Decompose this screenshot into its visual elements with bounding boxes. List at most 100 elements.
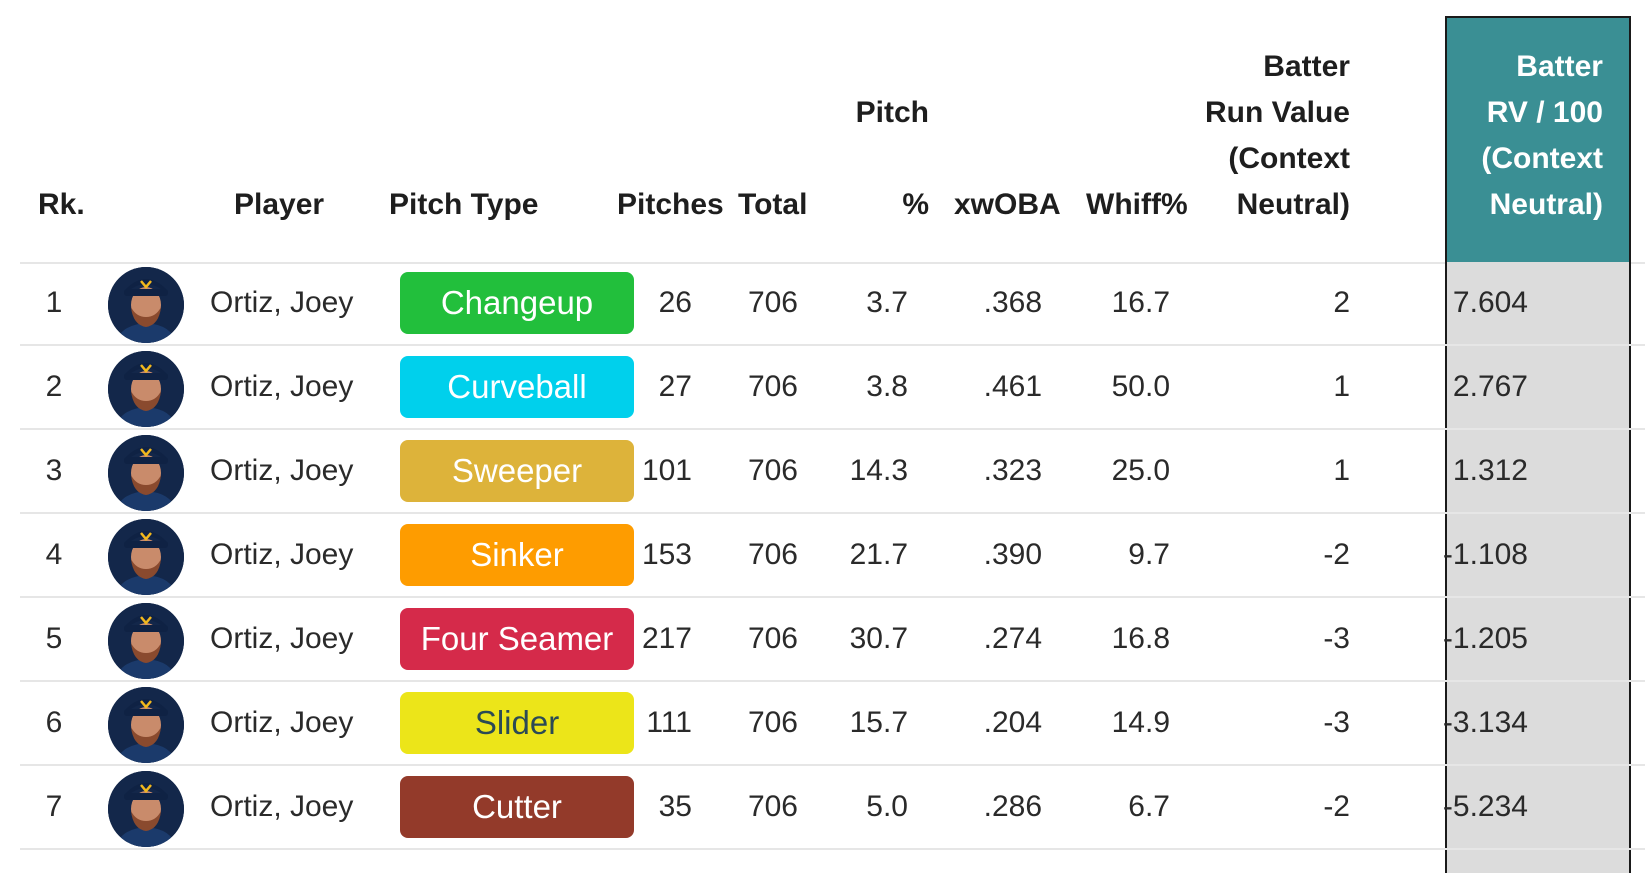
col-header-pitch-pct-line1: Pitch — [855, 96, 929, 129]
table-row-6[interactable]: 6 Ortiz, Joey Slider 111 706 15.7 .204 1… — [20, 682, 1645, 766]
cell-run-value: -3 — [1323, 706, 1350, 739]
cell-run-value: -2 — [1323, 538, 1350, 571]
cell-rank: 3 — [45, 454, 63, 487]
cell-run-value: -3 — [1323, 622, 1350, 655]
cell-xwoba: .390 — [983, 538, 1042, 571]
cell-rv100: 2.767 — [1452, 370, 1528, 403]
cell-pitch-pct: 14.3 — [849, 454, 908, 487]
cell-pitches: 35 — [658, 790, 692, 823]
cell-rv100: -1.205 — [1442, 622, 1528, 655]
cell-total: 706 — [747, 706, 798, 739]
cell-whiff: 16.7 — [1111, 286, 1170, 319]
table-body: 1 Ortiz, Joey Changeup 26 706 3.7 .368 1… — [20, 262, 1645, 850]
cell-xwoba: .368 — [983, 286, 1042, 319]
cell-whiff: 6.7 — [1128, 790, 1170, 823]
cell-pitches: 111 — [646, 706, 692, 739]
cell-pitch-pct: 15.7 — [849, 706, 908, 739]
col-header-rv100[interactable]: Batter RV / 100 (Context Neutral) — [1445, 16, 1631, 262]
col-header-pitch-pct-line2: % — [902, 188, 929, 221]
pitch-type-badge[interactable]: Four Seamer — [400, 608, 634, 670]
cell-whiff: 14.9 — [1111, 706, 1170, 739]
cell-whiff: 16.8 — [1111, 622, 1170, 655]
player-headshot-icon — [108, 771, 184, 847]
cell-xwoba: .274 — [983, 622, 1042, 655]
highlighted-column-rv100 — [1445, 262, 1631, 873]
pitch-type-badge[interactable]: Changeup — [400, 272, 634, 334]
cell-xwoba: .323 — [983, 454, 1042, 487]
cell-pitches: 101 — [641, 454, 692, 487]
cell-run-value: 2 — [1333, 286, 1350, 319]
table-header-row: Rk. Player Pitch Type Pitches Total Pitc… — [20, 0, 1645, 264]
cell-run-value: -2 — [1323, 790, 1350, 823]
cell-xwoba: .461 — [983, 370, 1042, 403]
cell-pitches: 153 — [641, 538, 692, 571]
cell-rank: 7 — [45, 790, 63, 823]
pitch-type-badge[interactable]: Cutter — [400, 776, 634, 838]
cell-rv100: 7.604 — [1452, 286, 1528, 319]
cell-whiff: 50.0 — [1111, 370, 1170, 403]
col-header-whiff[interactable]: Whiff% — [1086, 188, 1188, 221]
col-header-pitch-pct-spacer — [856, 136, 929, 182]
cell-player[interactable]: Ortiz, Joey — [210, 622, 354, 655]
cell-player[interactable]: Ortiz, Joey — [210, 538, 354, 571]
cell-rank: 4 — [45, 538, 63, 571]
cell-pitch-pct: 5.0 — [866, 790, 908, 823]
cell-pitches: 217 — [641, 622, 692, 655]
cell-player[interactable]: Ortiz, Joey — [210, 454, 354, 487]
player-headshot-icon — [108, 435, 184, 511]
cell-whiff: 9.7 — [1128, 538, 1170, 571]
player-headshot-icon — [108, 687, 184, 763]
cell-pitch-pct: 21.7 — [849, 538, 908, 571]
cell-total: 706 — [747, 454, 798, 487]
col-header-rv100-line1: Batter — [1516, 50, 1603, 83]
cell-xwoba: .204 — [983, 706, 1042, 739]
col-header-rv100-line3: (Context — [1481, 142, 1603, 175]
col-header-rv100-line2: RV / 100 — [1486, 96, 1603, 129]
col-header-pitch-pct[interactable]: Pitch % — [856, 90, 929, 228]
col-header-run-value-line3: (Context — [1228, 142, 1350, 175]
table-row-2[interactable]: 2 Ortiz, Joey Curveball 27 706 3.8 .461 … — [20, 346, 1645, 430]
player-headshot-icon — [108, 519, 184, 595]
player-headshot-icon — [108, 603, 184, 679]
player-headshot-icon — [108, 267, 184, 343]
cell-rank: 5 — [45, 622, 63, 655]
table-row-5[interactable]: 5 Ortiz, Joey Four Seamer 217 706 30.7 .… — [20, 598, 1645, 682]
cell-rv100: -5.234 — [1442, 790, 1528, 823]
cell-total: 706 — [747, 538, 798, 571]
cell-rv100: 1.312 — [1452, 454, 1528, 487]
cell-rank: 6 — [45, 706, 63, 739]
col-header-xwoba[interactable]: xwOBA — [954, 188, 1061, 221]
cell-rank: 2 — [45, 370, 63, 403]
table-row-7[interactable]: 7 Ortiz, Joey Cutter 35 706 5.0 .286 6.7… — [20, 766, 1645, 850]
cell-pitch-pct: 3.8 — [866, 370, 908, 403]
col-header-run-value-line4: Neutral) — [1236, 188, 1350, 221]
col-header-pitch-type[interactable]: Pitch Type — [389, 188, 539, 221]
pitch-type-badge[interactable]: Slider — [400, 692, 634, 754]
cell-run-value: 1 — [1333, 370, 1350, 403]
cell-rv100: -3.134 — [1442, 706, 1528, 739]
pitch-type-badge[interactable]: Sweeper — [400, 440, 634, 502]
cell-total: 706 — [747, 622, 798, 655]
table-row-4[interactable]: 4 Ortiz, Joey Sinker 153 706 21.7 .390 9… — [20, 514, 1645, 598]
table-row-1[interactable]: 1 Ortiz, Joey Changeup 26 706 3.7 .368 1… — [20, 262, 1645, 346]
cell-player[interactable]: Ortiz, Joey — [210, 370, 354, 403]
pitch-type-badge[interactable]: Sinker — [400, 524, 634, 586]
col-header-player[interactable]: Player — [234, 188, 325, 221]
cell-total: 706 — [747, 790, 798, 823]
pitch-type-badge[interactable]: Curveball — [400, 356, 634, 418]
cell-rv100: -1.108 — [1442, 538, 1528, 571]
col-header-run-value-line2: Run Value — [1204, 96, 1350, 129]
cell-player[interactable]: Ortiz, Joey — [210, 790, 354, 823]
col-header-run-value[interactable]: Batter Run Value (Context Neutral) — [1205, 44, 1350, 228]
col-header-rank[interactable]: Rk. — [38, 188, 85, 221]
col-header-total[interactable]: Total — [738, 188, 808, 221]
cell-player[interactable]: Ortiz, Joey — [210, 286, 354, 319]
cell-whiff: 25.0 — [1111, 454, 1170, 487]
table-row-3[interactable]: 3 Ortiz, Joey Sweeper 101 706 14.3 .323 … — [20, 430, 1645, 514]
col-header-pitches[interactable]: Pitches — [617, 188, 724, 221]
cell-pitches: 26 — [658, 286, 692, 319]
cell-pitches: 27 — [658, 370, 692, 403]
cell-pitch-pct: 30.7 — [849, 622, 908, 655]
cell-player[interactable]: Ortiz, Joey — [210, 706, 354, 739]
